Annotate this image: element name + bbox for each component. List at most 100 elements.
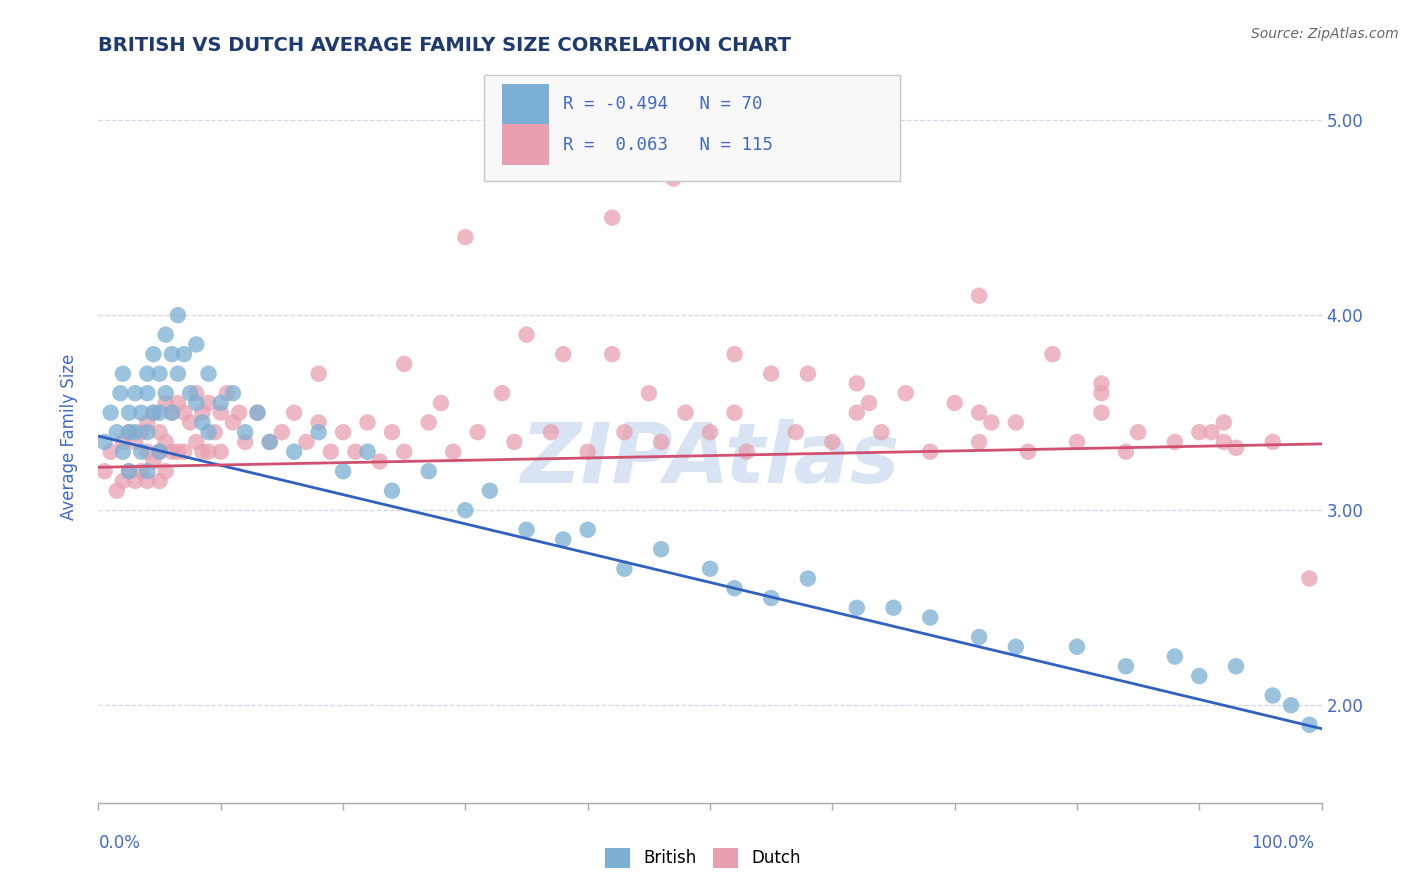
Point [650, 434, 672, 449]
Point [308, 367, 330, 381]
Point [167, 444, 190, 458]
Point [613, 425, 636, 440]
Point [797, 367, 820, 381]
Point [1115, 444, 1137, 458]
Point [540, 425, 562, 440]
Point [118, 464, 141, 478]
Point [858, 396, 880, 410]
Point [1188, 425, 1211, 440]
Point [191, 406, 214, 420]
Point [870, 425, 893, 440]
Point [142, 406, 165, 420]
Point [920, 610, 942, 624]
Point [118, 425, 141, 440]
Point [883, 600, 905, 615]
Point [332, 425, 354, 440]
Point [118, 425, 141, 440]
Point [454, 503, 477, 517]
Text: R =  0.063   N = 115: R = 0.063 N = 115 [564, 136, 773, 153]
Point [1090, 406, 1112, 420]
Point [723, 406, 745, 420]
Point [478, 483, 501, 498]
Point [454, 230, 477, 244]
Point [167, 308, 190, 322]
Point [723, 581, 745, 595]
Point [845, 406, 868, 420]
Point [1261, 689, 1284, 703]
Point [967, 434, 990, 449]
Point [1042, 347, 1064, 361]
FancyBboxPatch shape [484, 75, 900, 181]
Point [124, 386, 146, 401]
Y-axis label: Average Family Size: Average Family Size [59, 354, 77, 520]
Point [270, 425, 294, 440]
Point [894, 386, 917, 401]
Point [1164, 649, 1187, 664]
Point [105, 425, 128, 440]
Point [441, 444, 464, 458]
Point [129, 406, 152, 420]
Point [118, 464, 141, 478]
Point [356, 444, 378, 458]
Point [761, 367, 783, 381]
Point [1017, 444, 1039, 458]
Point [124, 474, 146, 488]
Point [368, 454, 391, 468]
Point [1066, 434, 1088, 449]
Point [600, 347, 623, 361]
Point [1212, 434, 1234, 449]
Point [246, 406, 269, 420]
Point [136, 425, 159, 440]
Point [93, 434, 115, 449]
Point [761, 591, 783, 605]
Point [110, 386, 132, 401]
Point [155, 396, 177, 410]
Point [1279, 698, 1302, 713]
Point [142, 406, 165, 420]
FancyBboxPatch shape [502, 124, 548, 165]
Point [167, 396, 190, 410]
Point [1298, 718, 1320, 732]
Point [173, 347, 195, 361]
Point [467, 425, 489, 440]
Point [845, 600, 868, 615]
Point [662, 171, 685, 186]
Text: BRITISH VS DUTCH AVERAGE FAMILY SIZE CORRELATION CHART: BRITISH VS DUTCH AVERAGE FAMILY SIZE COR… [98, 36, 792, 54]
Point [576, 444, 599, 458]
Point [93, 464, 115, 478]
Point [344, 444, 367, 458]
Point [1004, 416, 1026, 430]
Point [149, 367, 172, 381]
Point [136, 386, 159, 401]
Point [105, 483, 128, 498]
Point [222, 386, 245, 401]
Point [1201, 425, 1223, 440]
Point [319, 444, 342, 458]
Point [100, 406, 122, 420]
Point [186, 396, 208, 410]
Point [124, 425, 146, 440]
Point [259, 434, 281, 449]
Point [491, 386, 513, 401]
Point [699, 425, 721, 440]
Point [1090, 376, 1112, 391]
Point [186, 337, 208, 351]
Point [259, 434, 281, 449]
Point [209, 406, 232, 420]
Point [191, 444, 214, 458]
Legend: British, Dutch: British, Dutch [599, 841, 807, 875]
Point [215, 386, 238, 401]
Point [197, 396, 219, 410]
Text: ZIPAtlas: ZIPAtlas [520, 418, 900, 500]
Point [197, 367, 219, 381]
FancyBboxPatch shape [502, 84, 548, 124]
Point [356, 416, 378, 430]
Point [600, 211, 623, 225]
Text: 0.0%: 0.0% [98, 834, 141, 852]
Point [785, 425, 807, 440]
Point [246, 406, 269, 420]
Point [392, 357, 416, 371]
Point [155, 434, 177, 449]
Point [136, 444, 159, 458]
Point [381, 483, 404, 498]
